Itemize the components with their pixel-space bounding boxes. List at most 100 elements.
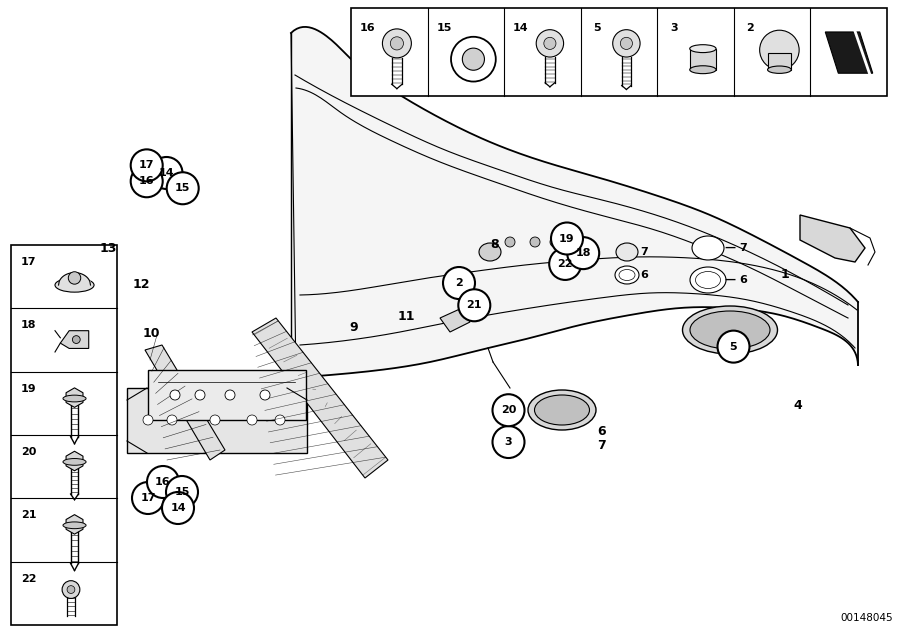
Bar — [148, 370, 306, 420]
Text: 3: 3 — [505, 437, 512, 447]
Circle shape — [68, 272, 81, 284]
Circle shape — [143, 415, 153, 425]
Polygon shape — [252, 318, 388, 478]
Polygon shape — [66, 452, 83, 471]
Text: 19: 19 — [559, 233, 575, 244]
Polygon shape — [145, 345, 225, 460]
Ellipse shape — [616, 243, 638, 261]
Polygon shape — [60, 331, 89, 349]
Polygon shape — [66, 515, 83, 534]
Circle shape — [62, 581, 80, 598]
Circle shape — [130, 149, 163, 181]
Bar — [351, 8, 886, 96]
Text: 3: 3 — [670, 22, 678, 32]
Ellipse shape — [63, 522, 86, 529]
Text: 15: 15 — [175, 183, 191, 193]
Circle shape — [760, 30, 799, 70]
Polygon shape — [440, 308, 470, 332]
Circle shape — [492, 394, 525, 426]
Circle shape — [530, 237, 540, 247]
Ellipse shape — [689, 66, 716, 74]
Text: 5: 5 — [593, 22, 601, 32]
Text: 18: 18 — [21, 321, 36, 330]
Ellipse shape — [768, 66, 791, 73]
Circle shape — [275, 415, 285, 425]
Circle shape — [549, 248, 581, 280]
Circle shape — [544, 38, 556, 50]
Text: 15: 15 — [436, 22, 452, 32]
Text: 19: 19 — [21, 384, 36, 394]
Circle shape — [613, 30, 640, 57]
Circle shape — [225, 390, 235, 400]
Text: 14: 14 — [170, 503, 185, 513]
Polygon shape — [291, 27, 858, 378]
Circle shape — [536, 30, 563, 57]
Polygon shape — [800, 215, 865, 262]
Ellipse shape — [615, 266, 639, 284]
Circle shape — [570, 237, 580, 247]
Text: 14: 14 — [158, 168, 175, 178]
Text: 17: 17 — [140, 493, 156, 503]
Text: 10: 10 — [142, 328, 160, 340]
Ellipse shape — [690, 267, 726, 293]
Circle shape — [72, 336, 80, 343]
Circle shape — [505, 237, 515, 247]
Text: 20: 20 — [500, 405, 517, 415]
Circle shape — [247, 415, 257, 425]
Circle shape — [166, 172, 199, 204]
Circle shape — [170, 390, 180, 400]
Text: 21: 21 — [21, 511, 36, 520]
Circle shape — [162, 492, 194, 524]
Text: 17: 17 — [139, 160, 155, 170]
Polygon shape — [66, 388, 83, 408]
Circle shape — [382, 29, 411, 58]
Circle shape — [68, 586, 75, 593]
Text: 7: 7 — [597, 439, 606, 452]
Ellipse shape — [528, 390, 596, 430]
Circle shape — [567, 237, 599, 269]
Circle shape — [451, 37, 496, 81]
Text: 9: 9 — [349, 321, 358, 334]
Circle shape — [195, 390, 205, 400]
Ellipse shape — [682, 306, 778, 354]
Circle shape — [166, 476, 198, 508]
Polygon shape — [825, 32, 873, 73]
Text: 22: 22 — [21, 574, 36, 584]
Circle shape — [620, 38, 633, 50]
Bar — [11, 245, 117, 625]
Circle shape — [210, 415, 220, 425]
Bar — [127, 388, 307, 453]
Circle shape — [717, 331, 750, 363]
Circle shape — [391, 37, 403, 50]
Text: 21: 21 — [466, 300, 482, 310]
Text: 00148045: 00148045 — [841, 613, 893, 623]
Text: 22: 22 — [557, 259, 573, 269]
Text: 16: 16 — [139, 176, 155, 186]
Text: 2: 2 — [455, 278, 463, 288]
Text: 2: 2 — [746, 22, 754, 32]
Text: 11: 11 — [398, 310, 416, 323]
Circle shape — [260, 390, 270, 400]
Text: 13: 13 — [99, 242, 117, 254]
Circle shape — [150, 157, 183, 189]
Text: 6: 6 — [597, 425, 606, 438]
Ellipse shape — [690, 311, 770, 349]
Circle shape — [167, 415, 177, 425]
Text: 20: 20 — [21, 447, 36, 457]
Circle shape — [443, 267, 475, 299]
Text: 12: 12 — [132, 279, 150, 291]
Text: 16: 16 — [155, 477, 171, 487]
Ellipse shape — [63, 395, 86, 402]
Circle shape — [463, 48, 484, 70]
Ellipse shape — [692, 236, 724, 260]
Text: 5: 5 — [730, 342, 737, 352]
Text: 7: 7 — [640, 247, 648, 257]
Circle shape — [147, 466, 179, 498]
Text: 17: 17 — [21, 257, 36, 267]
Ellipse shape — [696, 272, 721, 289]
Text: 1: 1 — [780, 268, 789, 281]
Ellipse shape — [479, 243, 501, 261]
Circle shape — [551, 223, 583, 254]
Text: 16: 16 — [360, 22, 375, 32]
Text: 8: 8 — [491, 238, 500, 251]
